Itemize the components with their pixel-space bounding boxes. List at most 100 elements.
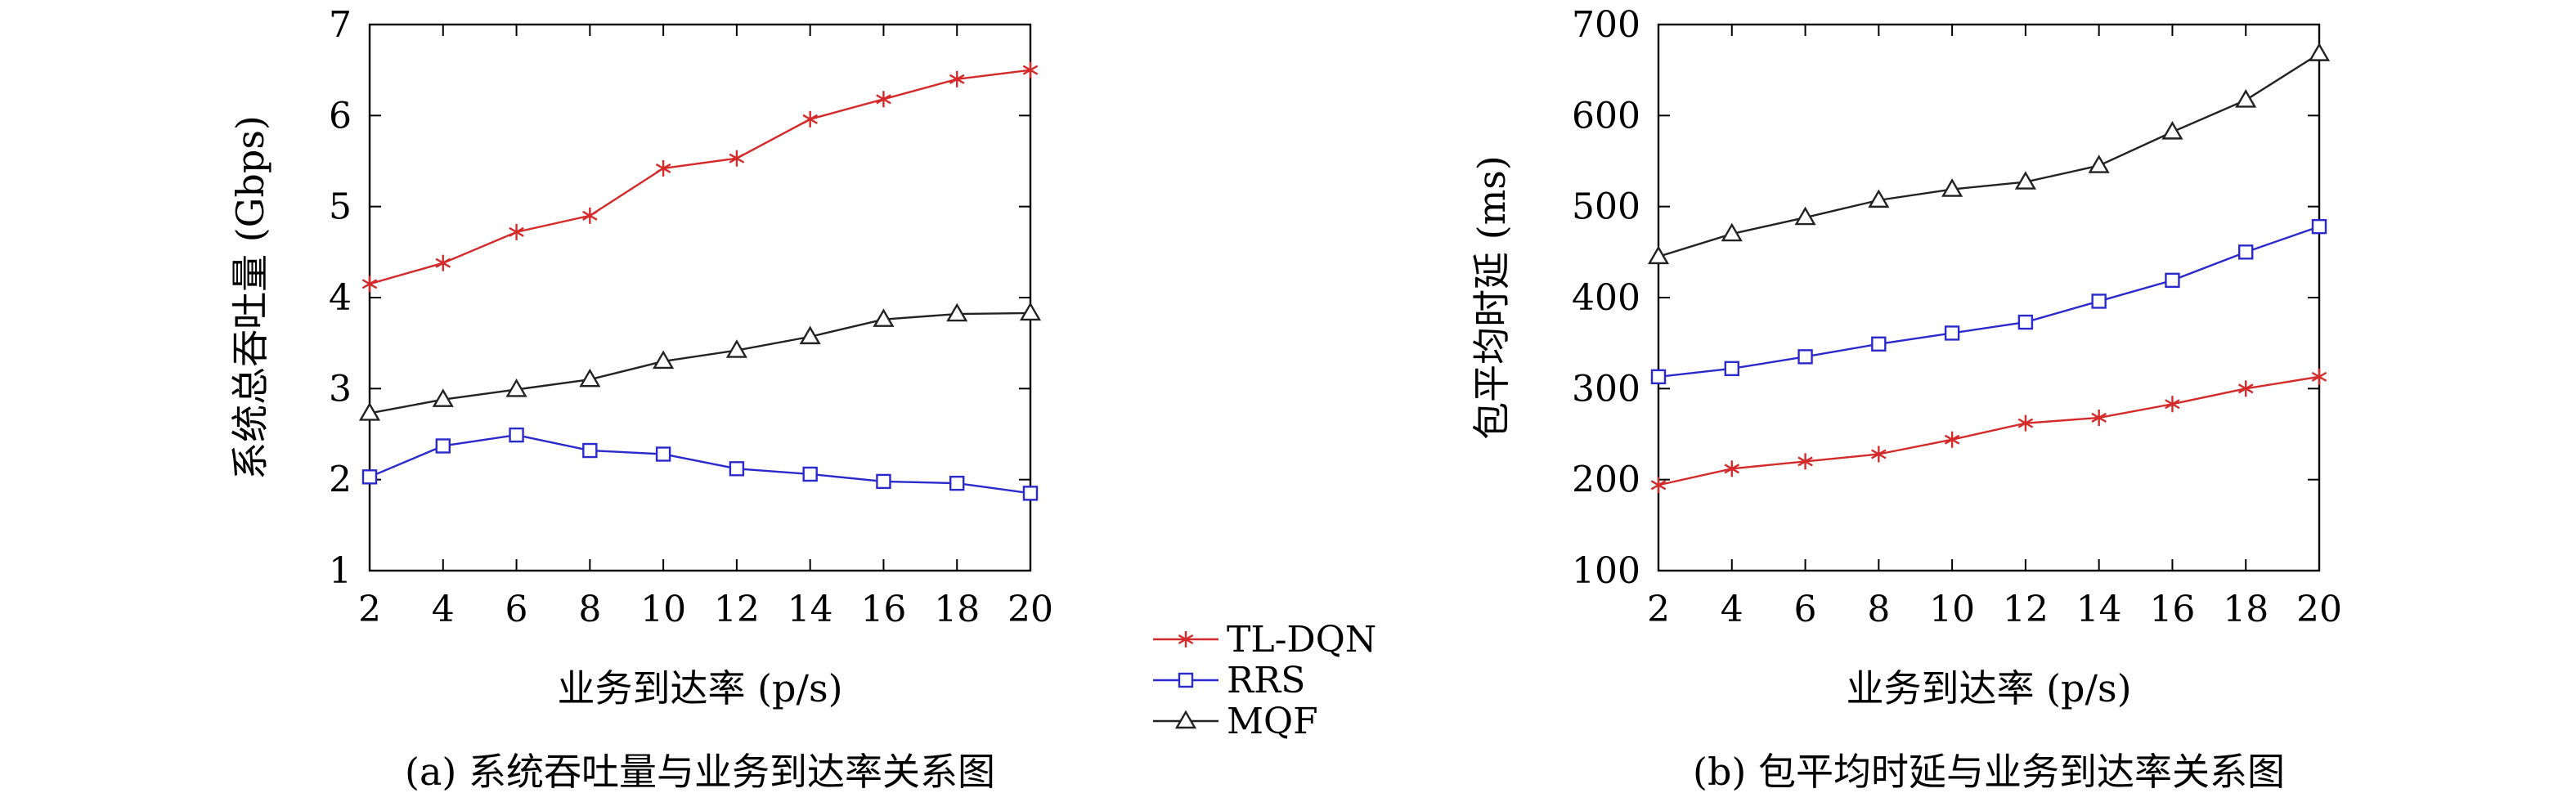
x-tick-label: 12 bbox=[2003, 589, 2049, 630]
plot-frame bbox=[1657, 23, 2321, 572]
series-line-tl-dqn bbox=[1658, 375, 2320, 486]
figure-caption: (a) 系统吞吐量与业务到达率关系图 bbox=[405, 750, 995, 794]
data-point-mqf bbox=[2308, 43, 2331, 61]
x-tick-label: 8 bbox=[578, 589, 601, 630]
x-tick-label: 6 bbox=[505, 589, 528, 630]
data-point-tl-dqn bbox=[2165, 396, 2180, 413]
series-rrs bbox=[1650, 218, 2327, 385]
y-axis-label: 包平均时延 (ms) bbox=[1470, 155, 1514, 440]
x-tick-label: 18 bbox=[934, 589, 980, 630]
x-tick-label: 2 bbox=[1647, 589, 1670, 630]
data-point-tl-dqn bbox=[2017, 414, 2034, 432]
data-point-mqf bbox=[505, 379, 527, 397]
data-point-mqf bbox=[358, 401, 381, 421]
legend-marker bbox=[1178, 631, 1194, 647]
data-point-tl-dqn bbox=[1650, 477, 1667, 494]
data-point-tl-dqn bbox=[2311, 368, 2327, 385]
data-point-mqf bbox=[2014, 171, 2036, 190]
data-point-mqf bbox=[432, 388, 454, 407]
legend-label: MQF bbox=[1227, 701, 1318, 742]
data-point-tl-dqn bbox=[802, 110, 818, 128]
data-point-rrs bbox=[1650, 369, 1667, 385]
data-point-rrs bbox=[655, 446, 671, 462]
y-tick-label: 400 bbox=[1572, 277, 1640, 319]
x-tick-label: 18 bbox=[2223, 589, 2269, 630]
data-point-rrs bbox=[1871, 336, 1887, 352]
legend-label: TL-DQN bbox=[1227, 619, 1376, 661]
data-point-rrs bbox=[729, 461, 745, 477]
data-point-tl-dqn bbox=[655, 159, 671, 177]
data-point-tl-dqn bbox=[949, 70, 965, 87]
plot-frame bbox=[368, 23, 1032, 572]
data-point-tl-dqn bbox=[1871, 446, 1887, 463]
series-line-rrs bbox=[1658, 226, 2320, 379]
legend-item-rrs: RRS bbox=[1153, 660, 1305, 701]
data-point-rrs bbox=[1944, 325, 1960, 341]
y-tick-label: 5 bbox=[329, 186, 352, 228]
x-tick-label: 20 bbox=[2296, 589, 2342, 630]
data-point-tl-dqn bbox=[2237, 380, 2254, 397]
data-point-rrs bbox=[2238, 244, 2254, 260]
data-point-mqf bbox=[1868, 189, 1890, 208]
y-tick-label: 700 bbox=[1572, 4, 1640, 46]
y-tick-label: 3 bbox=[329, 368, 352, 410]
data-point-tl-dqn bbox=[1944, 431, 1960, 448]
series-tl-dqn bbox=[1650, 368, 2327, 494]
data-point-tl-dqn bbox=[1724, 460, 1740, 477]
data-point-mqf bbox=[1647, 245, 1670, 265]
legend-marker bbox=[1178, 672, 1194, 688]
y-tick-label: 1 bbox=[329, 550, 352, 592]
data-point-rrs bbox=[802, 466, 818, 482]
series-mqf bbox=[1647, 43, 2331, 265]
x-tick-label: 8 bbox=[1867, 589, 1890, 630]
series-rrs bbox=[361, 427, 1039, 501]
x-tick-label: 12 bbox=[714, 589, 760, 630]
x-tick-label: 16 bbox=[860, 589, 906, 630]
data-point-tl-dqn bbox=[1022, 61, 1039, 78]
y-tick-label: 7 bbox=[329, 4, 352, 46]
data-point-tl-dqn bbox=[2091, 409, 2107, 426]
series-mqf bbox=[358, 302, 1042, 421]
data-point-mqf bbox=[873, 308, 895, 327]
data-point-mqf bbox=[1721, 222, 1743, 242]
legend-item-tl-dqn: TL-DQN bbox=[1153, 619, 1376, 661]
data-point-rrs bbox=[2165, 272, 2180, 289]
data-point-mqf bbox=[2235, 89, 2257, 108]
series-line-mqf bbox=[1658, 52, 2320, 258]
y-tick-label: 300 bbox=[1572, 368, 1640, 410]
data-point-rrs bbox=[509, 427, 524, 443]
data-point-mqf bbox=[579, 368, 601, 388]
data-point-mqf bbox=[725, 339, 747, 358]
data-point-rrs bbox=[1022, 486, 1039, 501]
y-tick-label: 4 bbox=[329, 277, 352, 319]
data-point-mqf bbox=[2161, 120, 2183, 140]
data-point-rrs bbox=[2311, 218, 2327, 235]
x-tick-label: 4 bbox=[432, 589, 455, 630]
data-point-rrs bbox=[1797, 349, 1813, 365]
series-line-mqf bbox=[369, 311, 1031, 414]
data-point-mqf bbox=[799, 325, 821, 345]
x-tick-label: 14 bbox=[788, 589, 833, 630]
data-point-mqf bbox=[653, 350, 675, 370]
data-point-rrs bbox=[2091, 293, 2107, 309]
data-point-rrs bbox=[361, 469, 378, 485]
legend-label: RRS bbox=[1227, 660, 1305, 701]
x-tick-label: 16 bbox=[2149, 589, 2195, 630]
data-point-tl-dqn bbox=[582, 207, 598, 224]
x-tick-label: 14 bbox=[2076, 589, 2122, 630]
latency-chart: 2 4 6 8 10 12 14 16 18 20 100 200 300 400 500 600 700 业务到… bbox=[1470, 4, 2342, 794]
x-axis-label: 业务到达率 (p/s) bbox=[557, 666, 842, 710]
data-point-tl-dqn bbox=[361, 276, 378, 293]
series-line-rrs bbox=[369, 433, 1031, 495]
data-point-mqf bbox=[946, 302, 968, 322]
data-point-rrs bbox=[949, 475, 965, 491]
data-point-tl-dqn bbox=[435, 254, 451, 271]
x-tick-label: 10 bbox=[640, 589, 686, 630]
data-point-tl-dqn bbox=[1797, 453, 1813, 470]
series-tl-dqn bbox=[361, 61, 1039, 293]
data-point-rrs bbox=[435, 438, 451, 454]
data-point-rrs bbox=[1724, 361, 1739, 377]
legend-item-mqf: MQF bbox=[1153, 701, 1318, 742]
y-tick-label: 500 bbox=[1572, 186, 1640, 228]
